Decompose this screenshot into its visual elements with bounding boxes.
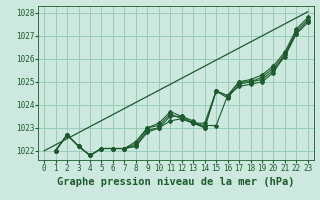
- X-axis label: Graphe pression niveau de la mer (hPa): Graphe pression niveau de la mer (hPa): [57, 177, 295, 187]
